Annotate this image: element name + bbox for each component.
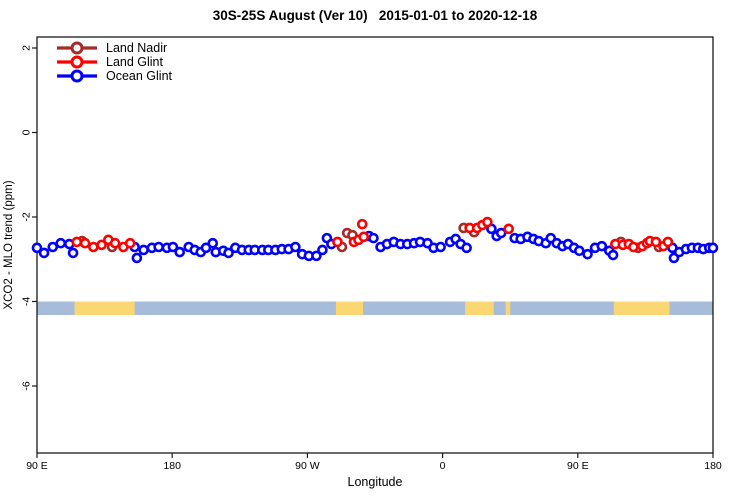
band-land-segment [74, 301, 135, 316]
x-tick-label: 180 [163, 460, 181, 472]
data-point-ocean-glint [207, 237, 219, 249]
data-point-land-glint [124, 237, 136, 249]
data-point-land-glint [650, 236, 662, 248]
data-point-land-glint [332, 236, 343, 248]
x-tick-label: 90 W [295, 460, 320, 472]
data-point-ocean-glint [67, 247, 79, 259]
data-point-ocean-glint [31, 242, 43, 254]
x-axis-label: Longitude [347, 475, 403, 489]
legend-swatch-circle [70, 55, 84, 69]
data-point-land-glint [79, 237, 91, 249]
band-land-segment [465, 301, 494, 316]
data-point-ocean-glint [574, 245, 585, 257]
data-point-ocean-glint [607, 249, 619, 261]
data-point-land-glint [628, 241, 639, 253]
data-point-land-glint [503, 223, 514, 235]
x-tick-label: 90 E [567, 460, 589, 472]
y-tick-label: -4 [21, 297, 33, 306]
band-ocean-segment [37, 301, 713, 316]
data-point-land-glint [662, 236, 674, 248]
data-point-ocean-glint [311, 250, 322, 262]
data-point-ocean-glint [38, 247, 50, 259]
data-point-ocean-glint [47, 241, 59, 253]
chart-title: 30S-25S August (Ver 10) 2015-01-01 to 20… [212, 8, 538, 23]
y-tick-label: 2 [21, 45, 33, 51]
x-tick-label: 0 [440, 460, 446, 472]
legend-item-label: Land Glint [106, 55, 164, 69]
data-point-ocean-glint [317, 244, 328, 256]
y-tick-label: -2 [21, 212, 33, 221]
data-point-ocean-glint [138, 244, 149, 256]
data-point-land-glint [358, 231, 370, 243]
y-tick-label: 0 [21, 129, 33, 135]
x-tick-label: 90 E [26, 460, 48, 472]
data-point-ocean-glint [368, 232, 379, 244]
data-point-ocean-glint [167, 241, 179, 253]
data-point-ocean-glint [290, 241, 301, 253]
data-point-ocean-glint [153, 241, 164, 253]
legend-swatch-circle [70, 69, 84, 83]
legend-item-label: Land Nadir [106, 41, 167, 55]
data-point-ocean-glint [174, 246, 186, 258]
y-tick-label: -6 [21, 381, 33, 390]
data-point-ocean-glint [461, 242, 472, 254]
data-point-land-glint [71, 236, 83, 248]
data-point-land-glint [109, 237, 121, 249]
legend-swatch-circle [70, 41, 84, 55]
data-point-ocean-glint [596, 240, 608, 252]
data-point-ocean-glint [55, 237, 67, 249]
data-point-ocean-glint [200, 242, 212, 254]
x-tick-label: 180 [704, 460, 722, 472]
data-point-ocean-glint [223, 247, 234, 259]
data-point-ocean-glint [131, 252, 143, 264]
data-point-ocean-glint [435, 241, 446, 253]
band-land-segment [335, 301, 363, 316]
data-point-land-glint [356, 218, 368, 230]
data-point-land-glint [96, 239, 107, 251]
band-land-segment [613, 301, 670, 316]
data-point-land-glint [482, 216, 493, 228]
data-point-ocean-glint [495, 227, 507, 239]
band-land-segment [505, 301, 511, 316]
legend-item-label: Ocean Glint [106, 69, 173, 83]
data-point-land-glint [88, 241, 99, 253]
data-point-ocean-glint [707, 242, 719, 254]
data-point-ocean-glint [582, 248, 593, 260]
